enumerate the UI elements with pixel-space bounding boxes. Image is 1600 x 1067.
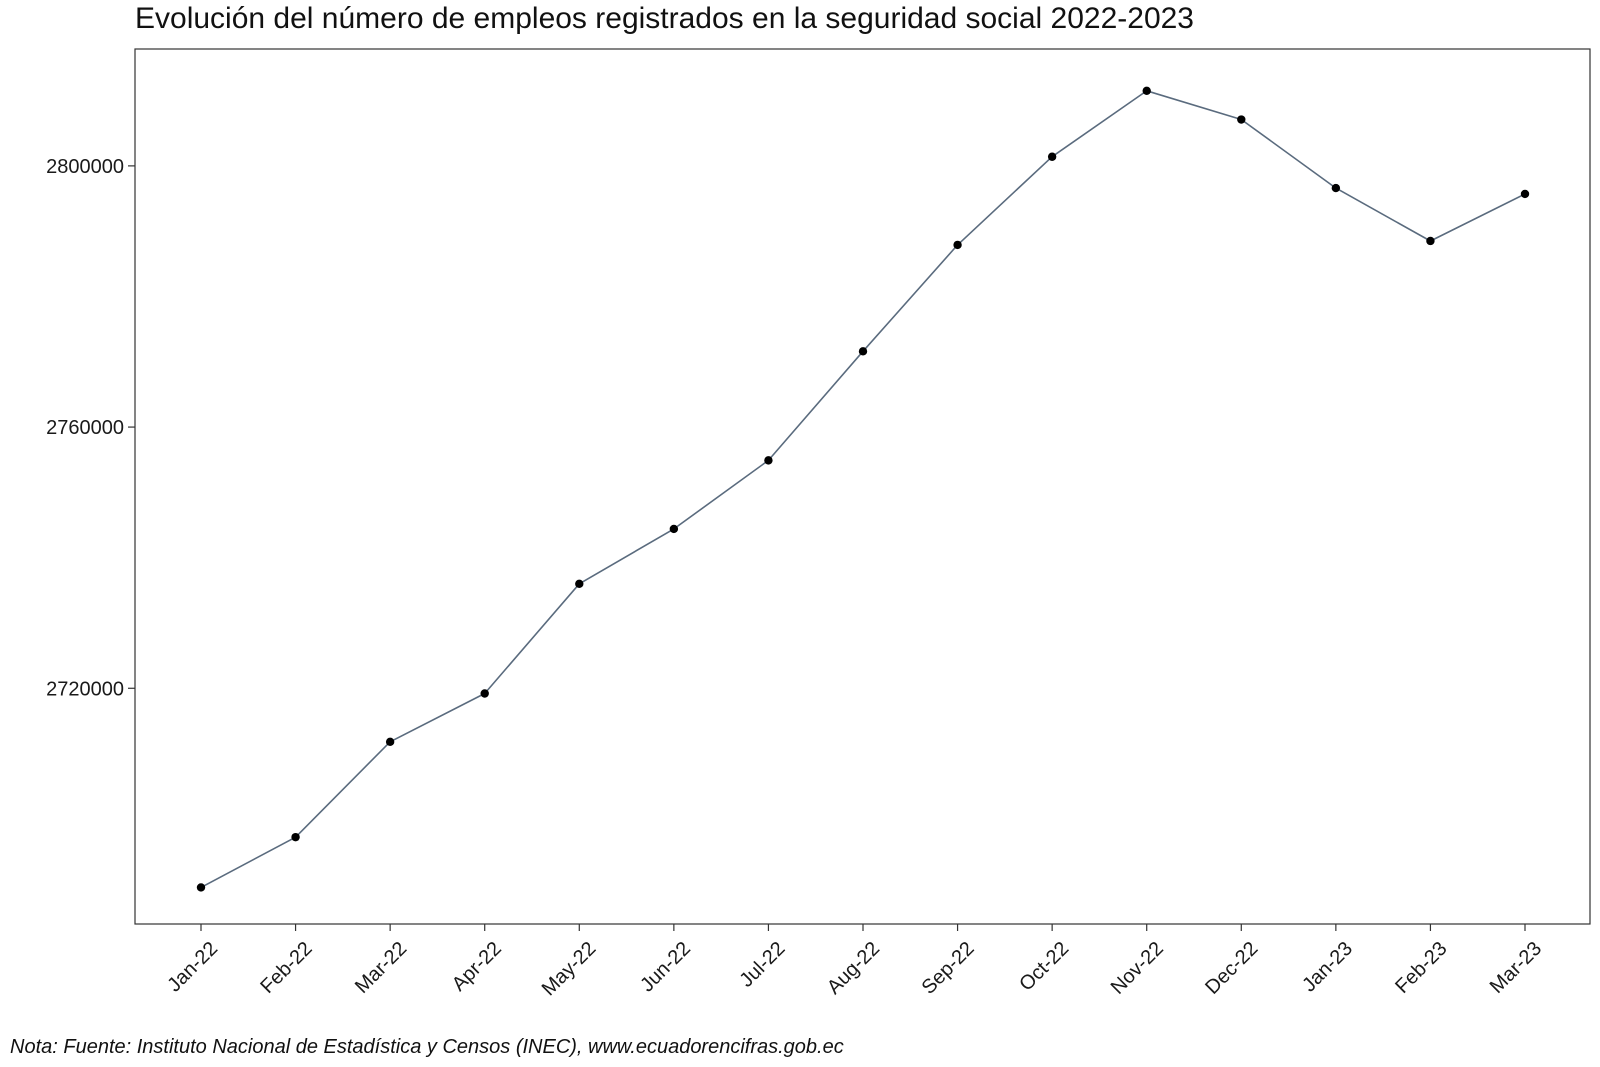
- plot-panel: [134, 48, 1591, 925]
- y-axis: 2720000 2760000 2800000: [46, 156, 135, 700]
- x-tick-label: Jan-22: [163, 938, 222, 997]
- data-point-feb-22: [291, 832, 300, 842]
- x-tick-label: Mar-22: [351, 938, 411, 998]
- data-point-jan-23: [1331, 183, 1341, 193]
- x-tick-label: Mar-23: [1486, 938, 1546, 998]
- data-point-sep-22: [953, 240, 962, 250]
- data-point-nov-22: [1142, 86, 1151, 95]
- data-point-jul-22: [764, 456, 773, 465]
- x-tick-label: Feb-22: [256, 938, 316, 998]
- y-tick-label: 2720000: [46, 678, 124, 700]
- x-tick-label: Nov-22: [1107, 938, 1168, 999]
- x-tick-label: Jun-22: [636, 938, 695, 997]
- x-tick-label: Feb-23: [1391, 938, 1451, 998]
- series-layer: [196, 86, 1530, 892]
- y-tick-label: 2800000: [46, 156, 124, 178]
- data-point-dec-22: [1237, 115, 1246, 124]
- source-footnote: Nota: Fuente: Instituto Nacional de Esta…: [10, 1036, 844, 1058]
- data-point-jun-22: [669, 524, 679, 534]
- x-tick-label: Dec-22: [1201, 938, 1262, 999]
- data-point-mar-23: [1520, 189, 1530, 199]
- data-point-may-22: [575, 579, 584, 588]
- data-point-feb-23: [1426, 236, 1435, 246]
- x-tick-label: Oct-22: [1015, 938, 1073, 996]
- data-point-aug-22: [858, 347, 868, 356]
- x-tick-label: Apr-22: [448, 938, 506, 996]
- data-point-jan-22: [196, 883, 206, 892]
- data-point-mar-22: [385, 737, 395, 747]
- x-tick-label: Sep-22: [918, 938, 979, 999]
- x-tick-label: Jan-23: [1298, 938, 1357, 997]
- x-tick-label: May-22: [538, 938, 601, 1001]
- x-tick-label: Aug-22: [823, 938, 884, 999]
- y-tick-label: 2760000: [46, 417, 124, 439]
- chart-title: Evolución del número de empleos registra…: [135, 2, 1194, 35]
- x-axis: Jan-22 Feb-22 Mar-22 Apr-22 May-22 Jun-22 Jul-…: [163, 924, 1546, 1000]
- data-point-oct-22: [1047, 152, 1057, 161]
- x-tick-label: Jul-22: [735, 938, 789, 992]
- data-point-apr-22: [480, 689, 489, 698]
